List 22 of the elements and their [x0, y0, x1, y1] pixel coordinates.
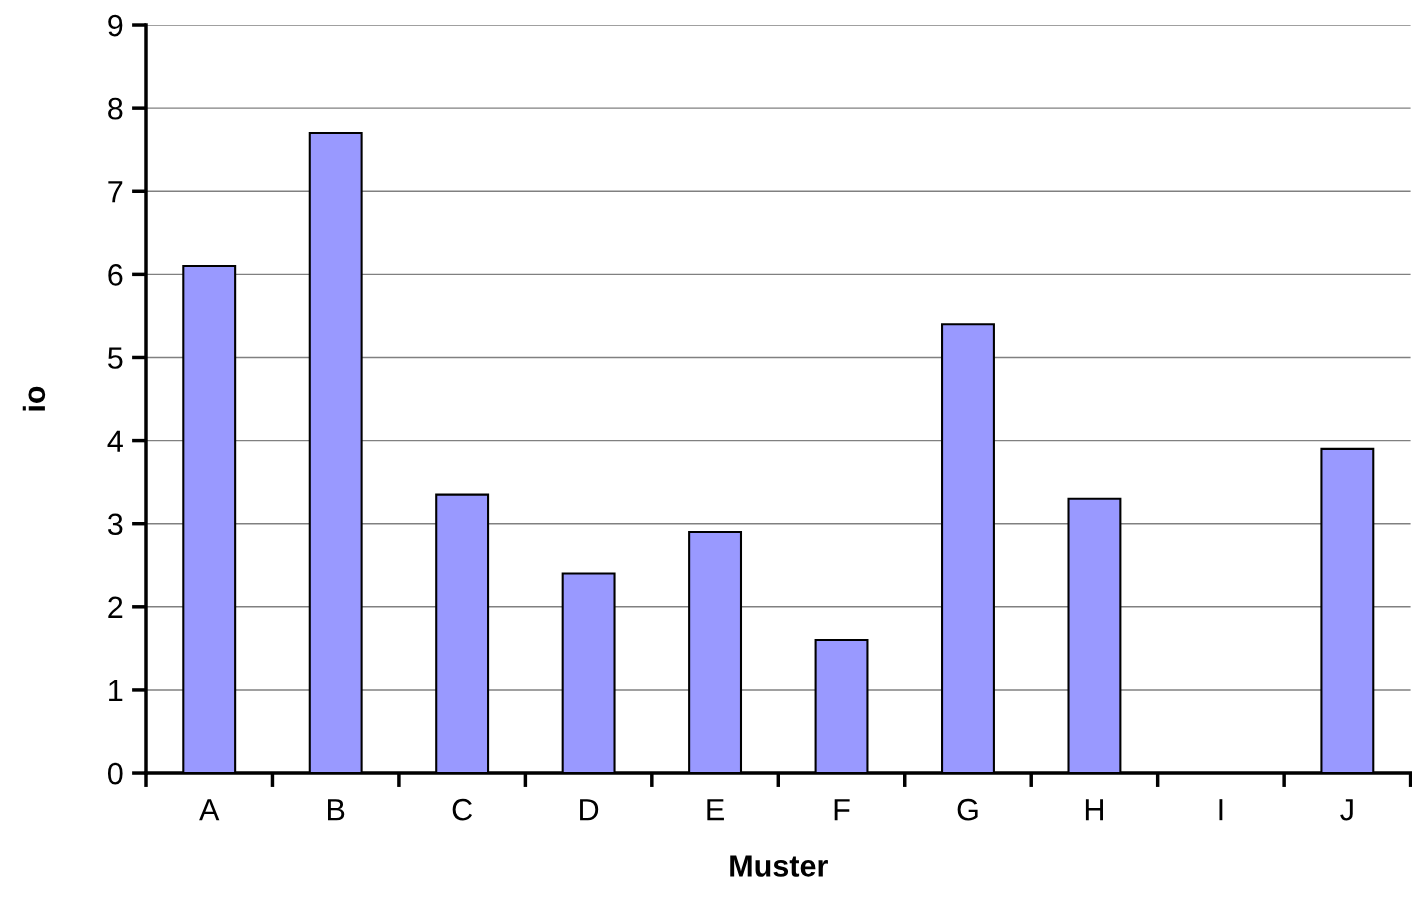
x-tick-label: B [328, 799, 345, 821]
y-tick-label: 5 [108, 347, 123, 369]
x-axis-title: Muster [730, 855, 828, 877]
y-tick-label: 2 [108, 596, 123, 618]
y-tick-label: 1 [109, 679, 123, 701]
x-tick-label: G [957, 798, 978, 821]
y-tick-label: 8 [108, 97, 123, 120]
y-tick-label: 6 [108, 264, 123, 286]
y-tick-label: 0 [107, 762, 123, 785]
x-tick-label: A [199, 799, 220, 821]
x-tick-label: E [707, 799, 724, 821]
x-tick-label: J [1340, 799, 1353, 821]
y-tick-label: 3 [107, 513, 123, 536]
y-tick-label: 4 [107, 430, 123, 452]
x-tick-label: I [1219, 799, 1223, 821]
y-axis-title: io [22, 386, 46, 411]
x-tick-label: F [834, 799, 850, 821]
x-tick-label: C [452, 798, 473, 821]
x-tick-label: D [580, 799, 599, 821]
y-tick-label: 7 [108, 181, 123, 203]
y-tick-label: 9 [108, 14, 123, 37]
x-tick-label: H [1085, 799, 1103, 821]
